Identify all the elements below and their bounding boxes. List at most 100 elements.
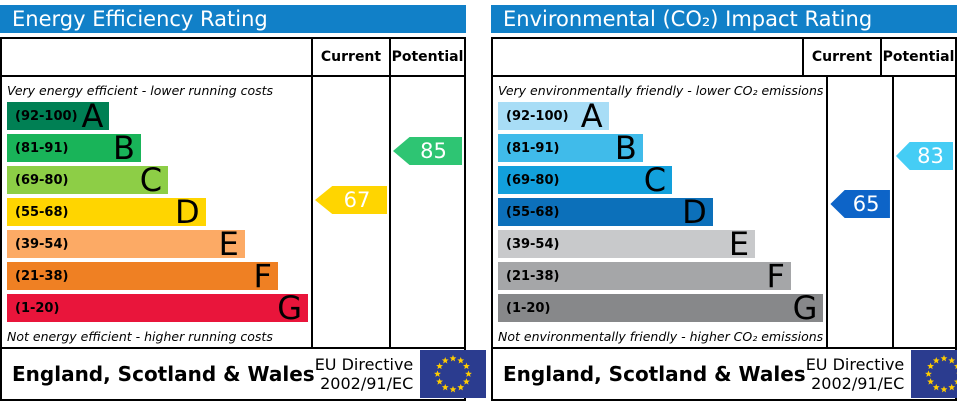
current-rating-arrow: 67	[315, 186, 387, 214]
band-bar-A: (92-100) A	[498, 97, 609, 135]
band-letter-label: C	[643, 161, 667, 199]
band-bar-B: (81-91) B	[498, 129, 643, 167]
band-row-B: (81-91) B	[498, 129, 823, 167]
band-range-label: (1-20)	[506, 300, 551, 316]
band-bar-A: (92-100) A	[7, 97, 110, 135]
current-rating-value: 65	[852, 192, 880, 216]
band-range-label: (39-54)	[15, 236, 69, 252]
current-column: 65	[826, 77, 892, 347]
band-range-label: (55-68)	[506, 204, 560, 220]
eu-directive-line1: EU Directive	[314, 354, 414, 374]
bottom-caption: Not energy efficient - higher running co…	[7, 329, 273, 344]
potential-column: 85	[389, 77, 464, 347]
current-column: 67	[311, 77, 389, 347]
band-row-E: (39-54) E	[498, 228, 823, 260]
co2-rating-table: Current Potential Very environmentally f…	[491, 37, 957, 401]
potential-rating-value: 83	[917, 144, 944, 168]
band-bar-F: (21-38) F	[7, 260, 278, 292]
band-letter-label: B	[614, 129, 637, 167]
band-row-D: (55-68) D	[498, 193, 823, 231]
band-letter-label: D	[175, 193, 200, 231]
region-label: England, Scotland & Wales	[12, 362, 315, 386]
band-bar-G: (1-20) G	[7, 289, 308, 327]
band-row-A: (92-100) A	[498, 97, 823, 135]
band-bar-C: (69-80) C	[7, 161, 169, 199]
bands: (92-100) A (81-91) B (69-80) C (55-68) D (39-54)…	[498, 97, 824, 327]
band-row-F: (21-38) F	[7, 260, 308, 292]
band-letter-label: B	[112, 129, 135, 167]
eu-directive-line2: 2002/91/EC	[811, 374, 905, 393]
potential-rating-arrow: 85	[393, 137, 462, 165]
band-letter-label: A	[580, 97, 603, 135]
potential-rating-value: 85	[420, 139, 447, 163]
energy-efficiency-panel: Energy Efficiency Rating Current Potenti…	[0, 5, 487, 404]
header-spacer	[493, 39, 802, 75]
table-footer: England, Scotland & Wales EU Directive 2…	[2, 347, 487, 399]
top-caption: Very environmentally friendly - lower CO…	[498, 83, 824, 98]
band-range-label: (69-80)	[15, 172, 69, 188]
eu-flag-icon	[420, 350, 487, 398]
bottom-caption: Not environmentally friendly - higher CO…	[498, 329, 824, 344]
band-row-B: (81-91) B	[7, 129, 308, 167]
top-caption: Very energy efficient - lower running co…	[7, 83, 274, 98]
current-column-header: Current	[802, 39, 880, 75]
band-letter-label: D	[682, 193, 707, 231]
eu-directive-label: EU Directive 2002/91/EC	[315, 355, 414, 393]
band-row-C: (69-80) C	[7, 161, 308, 199]
band-range-label: (39-54)	[506, 236, 560, 252]
band-range-label: (81-91)	[15, 140, 69, 156]
table-footer: England, Scotland & Wales EU Directive 2…	[493, 347, 957, 399]
band-bar-E: (39-54) E	[498, 228, 756, 260]
band-letter-label: G	[277, 289, 302, 327]
band-row-F: (21-38) F	[498, 257, 823, 295]
potential-column-header: Potential	[880, 39, 955, 75]
environmental-impact-panel: Environmental (CO₂) Impact Rating Curren…	[491, 5, 957, 404]
band-row-C: (69-80) C	[498, 161, 823, 199]
eu-flag-icon	[911, 350, 957, 398]
band-letter-label: G	[792, 289, 818, 327]
band-letter-label: C	[139, 161, 163, 199]
header-spacer	[2, 39, 311, 75]
band-bar-C: (69-80) C	[498, 161, 673, 199]
table-body: Very energy efficient - lower running co…	[2, 77, 464, 347]
potential-rating-arrow: 83	[895, 142, 953, 170]
band-row-G: (1-20) G	[498, 289, 824, 327]
band-bar-D: (55-68) D	[498, 193, 713, 231]
band-row-G: (1-20) G	[7, 289, 308, 327]
potential-column: 83	[891, 77, 955, 347]
potential-column-header: Potential	[389, 39, 464, 75]
eu-directive-line1: EU Directive	[805, 354, 905, 374]
band-row-A: (92-100) A	[7, 97, 308, 135]
band-range-label: (55-68)	[15, 204, 69, 220]
band-range-label: (92-100)	[15, 108, 78, 124]
band-range-label: (21-38)	[15, 268, 69, 284]
band-range-label: (69-80)	[506, 172, 560, 188]
band-bar-D: (55-68) D	[7, 193, 206, 231]
band-letter-label: F	[766, 257, 785, 295]
band-range-label: (92-100)	[506, 108, 569, 124]
region-label: England, Scotland & Wales	[503, 362, 806, 386]
bands: (92-100) A (81-91) B (69-80) C (55-68) D (39-54)…	[7, 97, 308, 327]
current-rating-arrow: 65	[830, 190, 890, 218]
band-row-D: (55-68) D	[7, 193, 308, 231]
eu-directive-line2: 2002/91/EC	[320, 374, 414, 393]
bands-area: Very energy efficient - lower running co…	[2, 77, 311, 347]
band-bar-E: (39-54) E	[7, 225, 245, 263]
band-bar-F: (21-38) F	[498, 257, 791, 295]
current-column-header: Current	[311, 39, 389, 75]
table-header-row: Current Potential	[2, 39, 464, 77]
band-bar-G: (1-20) G	[498, 289, 824, 327]
panel-title-energy: Energy Efficiency Rating	[0, 5, 466, 33]
bands-area: Very environmentally friendly - lower CO…	[493, 77, 826, 347]
band-letter-label: E	[218, 225, 239, 263]
eu-directive-label: EU Directive 2002/91/EC	[806, 355, 905, 393]
table-body: Very environmentally friendly - lower CO…	[493, 77, 955, 347]
panel-title-environmental: Environmental (CO₂) Impact Rating	[491, 5, 957, 33]
band-letter-label: A	[81, 97, 104, 135]
band-row-E: (39-54) E	[7, 225, 308, 263]
current-rating-value: 67	[343, 188, 371, 212]
table-header-row: Current Potential	[493, 39, 955, 77]
band-range-label: (81-91)	[506, 140, 560, 156]
energy-rating-table: Current Potential Very energy efficient …	[0, 37, 487, 401]
